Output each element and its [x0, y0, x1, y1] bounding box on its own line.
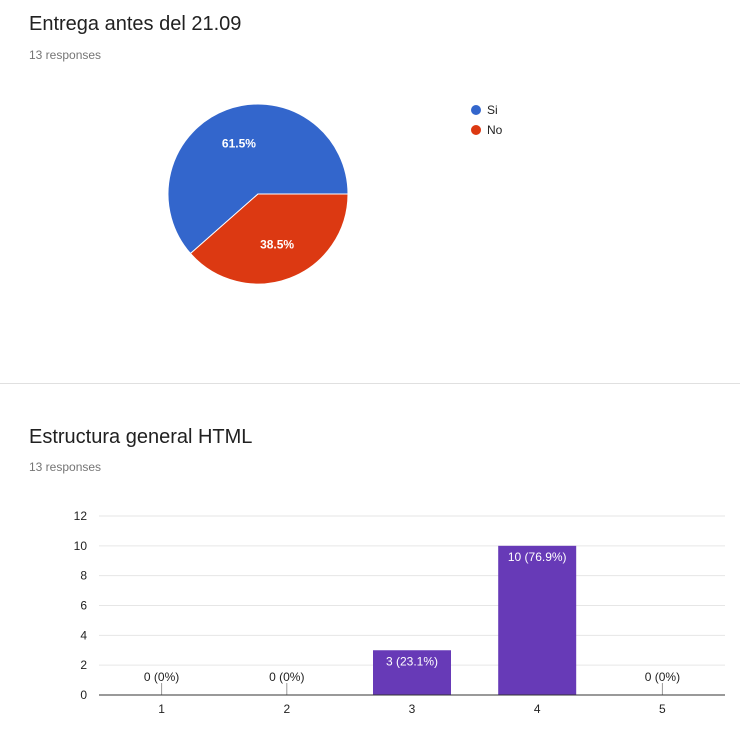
- pie-slice-no: [189, 193, 349, 285]
- question-card-estructura: Estructura general HTML 13 responses 0 2 4…: [0, 384, 740, 737]
- bar-data-label: 0 (0%): [144, 670, 179, 684]
- x-tick-label: 2: [283, 702, 290, 716]
- x-tick-label: 1: [158, 702, 165, 716]
- pie-chart: 61.5% 38.5% Si No: [167, 103, 503, 285]
- y-tick-label: 4: [80, 628, 87, 642]
- bar-data-label: 0 (0%): [269, 670, 304, 684]
- legend-marker-no: [471, 125, 481, 135]
- y-tick-label: 12: [74, 509, 88, 523]
- pie-slice-si: [167, 103, 349, 255]
- y-tick-label: 6: [80, 599, 87, 613]
- y-tick-label: 2: [80, 658, 87, 672]
- x-tick-label: 3: [409, 702, 416, 716]
- legend-marker-si: [471, 105, 481, 115]
- bar-data-label: 3 (23.1%): [386, 654, 438, 668]
- legend-label-no: No: [487, 123, 503, 137]
- x-tick-label: 4: [534, 702, 541, 716]
- pie-slice-label: 38.5%: [260, 238, 294, 252]
- question-title: Estructura general HTML: [29, 426, 253, 448]
- bar-3: [373, 650, 451, 695]
- bar-data-label: 0 (0%): [645, 670, 680, 684]
- question-card-entrega: Entrega antes del 21.09 13 responses 61.…: [29, 13, 503, 285]
- card-divider: [0, 383, 740, 384]
- bar-data-label: 10 (76.9%): [508, 550, 567, 564]
- bar-4: [498, 545, 577, 695]
- bar-chart: 0 2 4 6 8 10 12 0 (0%) 1 0 (0%) 2 3 (23.1%) 3 10 (76.…: [74, 509, 725, 716]
- legend-label-si: Si: [487, 103, 498, 117]
- response-count: 13 responses: [29, 460, 102, 474]
- question-title: Entrega antes del 21.09: [29, 13, 242, 35]
- response-count: 13 responses: [29, 48, 102, 62]
- y-tick-label: 0: [80, 688, 87, 702]
- y-tick-label: 10: [74, 539, 88, 553]
- pie-slice-label: 61.5%: [222, 136, 256, 150]
- x-tick-label: 5: [659, 702, 666, 716]
- y-tick-label: 8: [80, 569, 87, 583]
